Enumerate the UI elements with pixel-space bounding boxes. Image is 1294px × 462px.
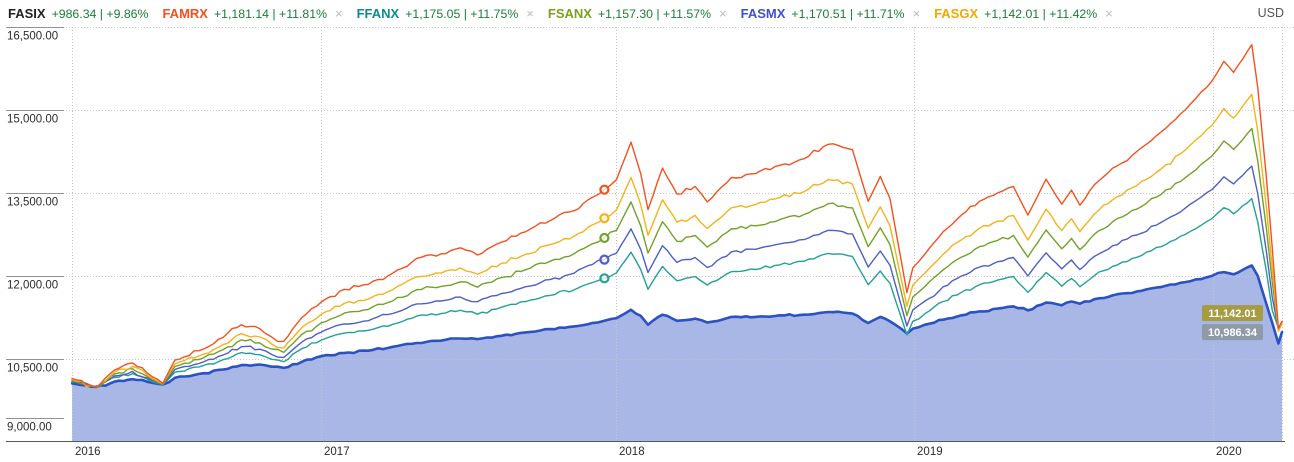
gridlines [66,27,1294,441]
series-lines [71,44,1284,389]
remove-symbol-icon-FASGX[interactable]: × [1105,6,1113,21]
event-marker-FASMX[interactable] [599,254,610,265]
x-tick-label: 2019 [917,446,943,458]
y-tick-label: 13,500.00 [7,197,58,209]
price-badge-text: 11,142.01 [1208,308,1256,320]
line-FASMX[interactable] [71,165,1283,389]
line-FAMRX[interactable] [71,44,1283,389]
event-marker-FFANX[interactable] [599,273,610,284]
y-tick-label: 10,500.00 [7,363,58,375]
line-FSANX[interactable] [71,127,1283,389]
legend-change-FASIX: +986.34 | +9.86% [51,6,149,21]
legend-item-FASMX: FASMX +1,170.51 | +11.71% × [741,6,920,21]
legend-change-FSANX: +1,157.30 | +11.57% [597,6,712,21]
line-FASGX[interactable] [71,93,1283,389]
legend-item-FASIX: FASIX +986.34 | +9.86% [8,6,148,21]
legend-symbol-FASMX[interactable]: FASMX [740,6,786,21]
price-badge-11,142.01 [1202,305,1263,322]
legend-change-FFANX: +1,175.05 | +11.75% [405,6,519,21]
legend-symbol-FSANX[interactable]: FSANX [547,6,592,21]
y-tick-label: 15,000.00 [7,114,58,126]
legend-change-FAMRX: +1,181.14 | +11.81% [213,6,328,21]
remove-symbol-icon-FFANX[interactable]: × [526,6,534,21]
legend-item-FASGX: FASGX +1,142.01 | +11.42% × [934,6,1113,21]
remove-symbol-icon-FASMX[interactable]: × [912,6,921,21]
legend-change-FASMX: +1,170.51 | +11.71% [791,6,905,21]
x-tick-label: 2017 [324,446,350,458]
legend-symbol-FAMRX[interactable]: FAMRX [162,6,208,21]
x-tick-label: 2016 [75,446,101,458]
legend-change-FASGX: +1,142.01 | +11.42% [984,6,1098,21]
x-tick-label: 2018 [619,446,645,458]
remove-symbol-icon-FAMRX[interactable]: × [335,6,343,21]
currency-label: USD [1257,6,1284,20]
legend-symbol-FFANX[interactable]: FFANX [356,6,400,21]
event-marker-FAMRX[interactable] [599,184,610,195]
series-area-fill [72,265,1282,442]
chart-legend: FASIX +986.34 | +9.86% FAMRX +1,181.14 | +1… [8,0,1127,27]
line-FASIX[interactable] [71,264,1284,389]
price-badge-text: 10,986.34 [1208,327,1258,339]
legend-symbol-FASGX[interactable]: FASGX [934,6,979,21]
event-marker-FASGX[interactable] [599,213,610,224]
y-axis-labels: 16,500.00 15,000.00 13,500.00 12,000.00 10,5… [6,27,64,434]
event-markers [599,184,610,284]
last-price-badges: 11,142.01 10,986.34 [1202,305,1263,341]
remove-symbol-icon-FSANX[interactable]: × [719,6,727,21]
y-tick-label: 12,000.00 [7,280,58,292]
y-tick-label: 9,000.00 [7,422,52,434]
legend-item-FAMRX: FAMRX +1,181.14 | +11.81% × [162,6,342,21]
legend-item-FFANX: FFANX +1,175.05 | +11.75% × [357,6,534,21]
event-marker-FSANX[interactable] [599,232,610,244]
line-FFANX[interactable] [71,197,1283,388]
x-tick-label: 2020 [1216,446,1242,458]
legend-symbol-FASIX[interactable]: FASIX [8,6,46,21]
chart-legend-bar: FASIX +986.34 | +9.86% FAMRX +1,181.14 | +1… [0,0,1294,27]
x-axis-labels: 2016 2017 2018 2019 2020 [75,446,1242,458]
price-badge-10,986.34 [1202,324,1263,341]
y-tick-label: 16,500.00 [7,31,58,43]
legend-item-FSANX: FSANX +1,157.30 | +11.57% × [548,6,727,21]
area-FASIX [72,265,1282,442]
